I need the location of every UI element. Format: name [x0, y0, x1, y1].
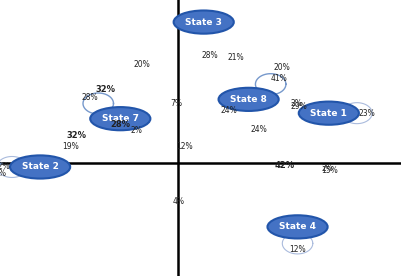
Text: State 4: State 4	[279, 222, 316, 231]
Text: 28%: 28%	[110, 120, 130, 129]
Text: 2%: 2%	[291, 99, 303, 108]
Text: 19%: 19%	[62, 142, 79, 152]
Text: 6%: 6%	[0, 169, 6, 178]
Text: 28%: 28%	[202, 51, 219, 60]
Text: 32%: 32%	[66, 131, 86, 140]
Text: 4%: 4%	[173, 197, 185, 206]
Text: 23%: 23%	[358, 109, 375, 118]
Text: 20%: 20%	[274, 63, 291, 72]
Text: 24%: 24%	[250, 126, 267, 134]
Text: 12%: 12%	[0, 163, 10, 171]
Ellipse shape	[10, 155, 70, 179]
Ellipse shape	[267, 215, 328, 238]
Text: State 8: State 8	[230, 95, 267, 104]
Text: 20%: 20%	[134, 60, 150, 69]
Text: 15%: 15%	[321, 166, 338, 174]
Text: State 3: State 3	[185, 18, 222, 26]
Text: 42%: 42%	[275, 161, 295, 170]
Ellipse shape	[90, 107, 150, 130]
Text: 7%: 7%	[170, 99, 182, 108]
Text: State 2: State 2	[22, 163, 59, 171]
Text: 12%: 12%	[289, 245, 306, 254]
Text: State 1: State 1	[310, 109, 347, 118]
Text: 2%: 2%	[130, 126, 142, 135]
Text: 28%: 28%	[82, 94, 99, 102]
Ellipse shape	[299, 102, 359, 125]
Text: 29%: 29%	[290, 102, 307, 111]
Ellipse shape	[174, 10, 234, 34]
Text: 32%: 32%	[96, 84, 116, 94]
Text: 2%: 2%	[321, 164, 333, 173]
Text: 12%: 12%	[176, 142, 193, 152]
Text: 41%: 41%	[270, 74, 287, 83]
Text: 24%: 24%	[220, 106, 237, 115]
Text: 21%: 21%	[228, 54, 245, 62]
Ellipse shape	[219, 88, 279, 111]
Text: State 7: State 7	[102, 114, 139, 123]
